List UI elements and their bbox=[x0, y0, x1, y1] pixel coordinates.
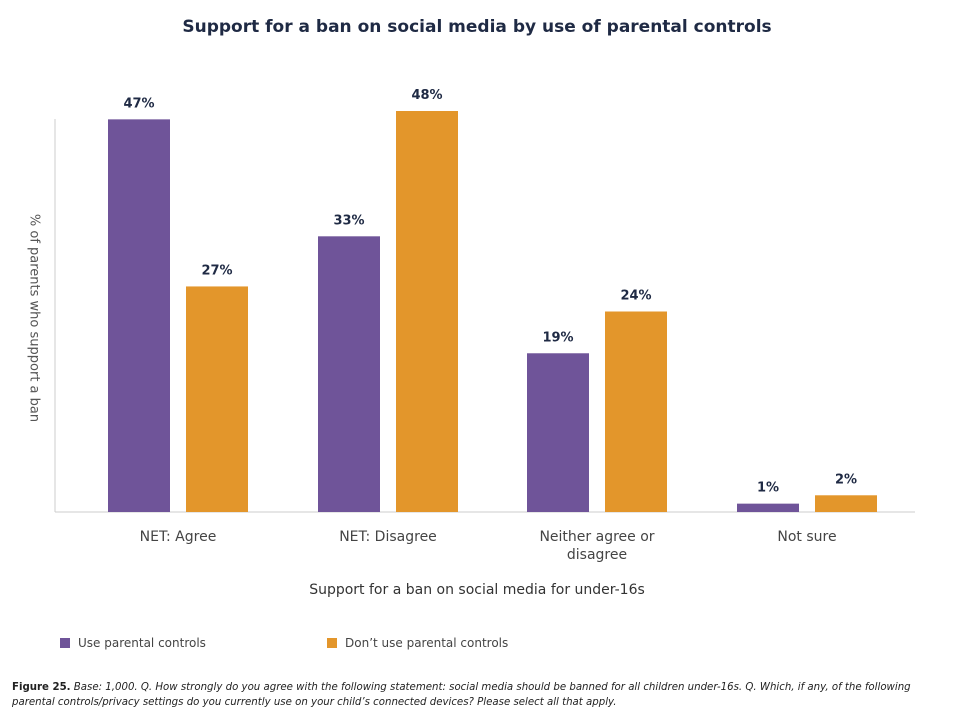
bar-dont-use-3 bbox=[815, 495, 877, 512]
x-tick-label: Not sure bbox=[777, 529, 836, 545]
caption-text: Base: 1,000. Q. How strongly do you agre… bbox=[12, 682, 911, 708]
x-tick-label: NET: Agree bbox=[140, 529, 217, 545]
legend-swatch-purple bbox=[60, 638, 70, 648]
data-label: 27% bbox=[201, 263, 232, 278]
data-label: 48% bbox=[411, 88, 442, 103]
figure-caption: Figure 25. Base: 1,000. Q. How strongly … bbox=[12, 680, 942, 710]
data-label: 19% bbox=[542, 330, 573, 345]
data-label: 47% bbox=[123, 96, 154, 111]
bar-use-1 bbox=[318, 236, 380, 512]
legend-label: Don’t use parental controls bbox=[345, 636, 509, 650]
y-axis-label: % of parents who support a ban bbox=[26, 213, 42, 423]
data-label: 24% bbox=[620, 289, 651, 304]
x-axis-label: Support for a ban on social media for un… bbox=[309, 582, 645, 598]
bar-use-3 bbox=[737, 503, 799, 512]
data-label: 1% bbox=[757, 481, 779, 496]
data-label: 2% bbox=[835, 472, 857, 487]
bar-use-0 bbox=[108, 119, 170, 513]
x-tick-label: NET: Disagree bbox=[339, 529, 437, 545]
caption-figure-number: Figure 25. bbox=[12, 682, 71, 693]
x-tick-label: Neither agree or disagree bbox=[539, 529, 654, 563]
bar-dont-use-0 bbox=[186, 286, 248, 512]
data-label: 33% bbox=[333, 213, 364, 228]
legend-item-use-parental-controls: Use parental controls bbox=[60, 636, 206, 650]
bar-dont-use-1 bbox=[396, 111, 458, 512]
legend-label: Use parental controls bbox=[78, 636, 206, 650]
bar-use-2 bbox=[527, 353, 589, 512]
bar-dont-use-2 bbox=[605, 311, 667, 512]
legend-item-dont-use-parental-controls: Don’t use parental controls bbox=[327, 636, 508, 650]
chart-title: Support for a ban on social media by use… bbox=[182, 17, 772, 37]
legend-swatch-orange bbox=[327, 638, 337, 648]
